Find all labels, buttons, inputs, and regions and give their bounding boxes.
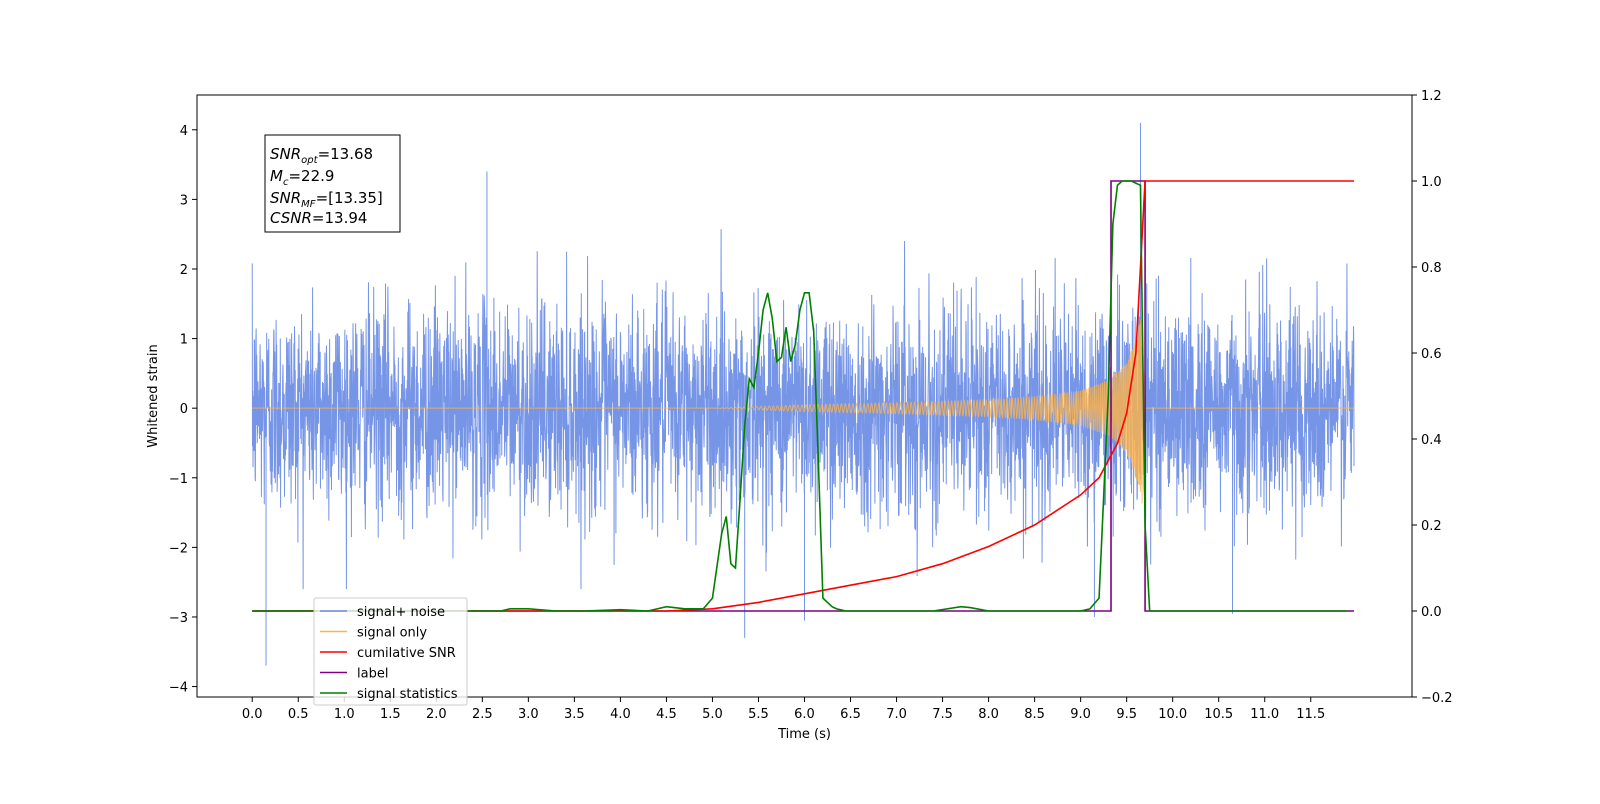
y-tick-label: −2 [169, 541, 188, 556]
x-tick-label: 4.5 [656, 707, 677, 722]
annotation-mc-value: =22.9 [288, 167, 334, 185]
x-tick-label: 8.0 [978, 707, 999, 722]
x-tick-label: 7.0 [886, 707, 907, 722]
annotation-snr-mf-value: =[13.35] [316, 189, 383, 207]
x-tick-label: 1.5 [380, 707, 401, 722]
x-tick-label: 11.5 [1296, 707, 1325, 722]
x-tick-label: 0.0 [242, 707, 263, 722]
annotation-snr-mf: SNRMF=[13.35] [270, 189, 383, 210]
x-tick-label: 5.5 [748, 707, 769, 722]
x-tick-label: 0.5 [288, 707, 309, 722]
signal-statistics-line [252, 180, 1348, 612]
x-tick-label: 11.0 [1250, 707, 1279, 722]
legend: signal+ noise signal only cumilative SNR la… [313, 597, 468, 706]
annotation-box: SNRopt=13.68 Mc=22.9 SNRMF=[13.35] CSNR=… [264, 134, 401, 233]
signal-noise-line [251, 122, 1355, 666]
annotation-mc: Mc=22.9 [270, 167, 334, 188]
x-tick-label: 2.5 [472, 707, 493, 722]
legend-label: signal only [357, 626, 427, 641]
x-tick-label: 9.5 [1116, 707, 1137, 722]
x-tick-label: 6.5 [840, 707, 861, 722]
y2-tick-label: 0.4 [1421, 433, 1442, 448]
y2-tick-label: 0.8 [1421, 261, 1442, 276]
x-tick-label: 4.0 [610, 707, 631, 722]
right-axis-series [252, 180, 1355, 612]
x-tick-label: 2.0 [426, 707, 447, 722]
x-tick-label: 10.5 [1204, 707, 1233, 722]
signal-only-line [252, 315, 1355, 504]
y2-tick-label: −0.2 [1421, 691, 1453, 706]
legend-label: cumilative SNR [357, 646, 456, 661]
legend-label: signal statistics [357, 687, 458, 702]
y-tick-label: −3 [169, 611, 188, 626]
annotation-frame [264, 134, 401, 233]
cumilative-snr-line [252, 180, 1355, 612]
x-tick-label: 5.0 [702, 707, 723, 722]
legend-label: signal+ noise [357, 605, 445, 620]
signal-only-series [252, 315, 1355, 504]
y-tick-label: 3 [180, 193, 188, 208]
x-axis-label: Time (s) [777, 727, 831, 742]
y2-tick-label: 0.2 [1421, 519, 1442, 534]
y2-tick-label: 0.0 [1421, 605, 1442, 620]
x-tick-label: 3.0 [518, 707, 539, 722]
x-axis-ticks: 0.0 0.5 1.0 1.5 2.0 2.5 3.0 3.5 4.0 4.5 5.0 5.5 6.0 6… [242, 697, 1325, 722]
annotation-csnr: CSNR=13.94 [270, 209, 367, 227]
x-tick-label: 7.5 [932, 707, 953, 722]
y-tick-label: 1 [180, 333, 188, 348]
x-tick-label: 10.0 [1158, 707, 1187, 722]
y-tick-label: 0 [180, 402, 188, 417]
y2-tick-label: 0.6 [1421, 347, 1442, 362]
y-axis-label: Whitened strain [146, 344, 161, 447]
y-tick-label: 2 [180, 263, 188, 278]
y-tick-label: 4 [180, 124, 188, 139]
signal-noise-series [251, 122, 1355, 666]
y2-tick-label: 1.2 [1421, 89, 1442, 104]
x-tick-label: 3.5 [564, 707, 585, 722]
x-tick-label: 1.0 [334, 707, 355, 722]
annotation-snr-opt-value: =13.68 [318, 145, 374, 163]
legend-label: label [357, 667, 388, 682]
annotation-snr-opt: SNRopt=13.68 [270, 145, 373, 166]
y-tick-label: −4 [169, 681, 188, 696]
x-tick-label: 9.0 [1070, 707, 1091, 722]
y2-tick-label: 1.0 [1421, 175, 1442, 190]
x-tick-label: 8.5 [1024, 707, 1045, 722]
x-tick-label: 6.0 [794, 707, 815, 722]
y-tick-label: −1 [169, 472, 188, 487]
annotation-csnr-value: =13.94 [312, 209, 368, 227]
y2-axis-ticks: 1.2 1.0 0.8 0.6 0.4 0.2 0.0 −0.2 [1412, 89, 1453, 706]
y-axis-ticks: 4 3 2 1 0 −1 −2 −3 −4 [169, 124, 197, 696]
legend-frame [313, 597, 468, 706]
